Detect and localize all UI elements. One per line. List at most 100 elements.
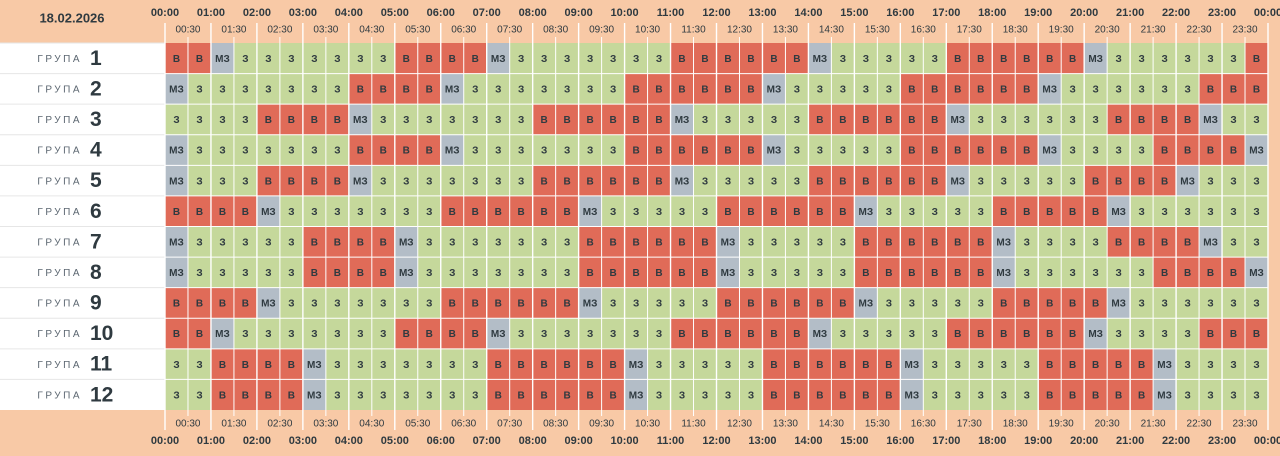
cell xyxy=(417,195,441,227)
cell xyxy=(831,43,855,74)
cell xyxy=(325,348,349,380)
cell xyxy=(325,226,349,258)
cell-label: З xyxy=(932,207,938,218)
cell-label: З xyxy=(978,360,984,371)
cell xyxy=(969,134,993,166)
cell xyxy=(624,379,648,410)
cell-label: В xyxy=(449,329,456,340)
cell-label: З xyxy=(909,299,915,310)
cell-label: З xyxy=(587,54,593,65)
cell xyxy=(187,165,211,196)
cell xyxy=(808,104,832,135)
cell xyxy=(1153,73,1177,105)
cell xyxy=(417,318,441,349)
cell-label: З xyxy=(1093,115,1099,126)
cell-label: З xyxy=(955,390,961,401)
cell xyxy=(693,104,717,135)
cell-label: З xyxy=(587,146,593,157)
cell xyxy=(900,43,924,74)
cell-label: В xyxy=(449,207,456,218)
hour-label: 07:00 xyxy=(473,435,501,447)
cell-label: В xyxy=(1023,54,1030,65)
cell xyxy=(348,104,372,135)
cell xyxy=(647,348,671,380)
cell-label: З xyxy=(817,85,823,96)
cell xyxy=(509,165,533,196)
cell xyxy=(624,348,648,380)
cell-label: В xyxy=(1046,207,1053,218)
cell xyxy=(348,379,372,410)
hour-label: 06:00 xyxy=(427,435,455,447)
cell xyxy=(1107,257,1131,288)
cell xyxy=(808,287,832,319)
cell xyxy=(210,226,234,258)
cell xyxy=(210,165,234,196)
cell-label: В xyxy=(1023,299,1030,310)
hour-label: 00:00 xyxy=(1254,435,1280,447)
cell-label: В xyxy=(1207,268,1214,279)
cell-label: В xyxy=(1069,360,1076,371)
cell xyxy=(1199,287,1223,319)
cell-label: З xyxy=(564,146,570,157)
cell-label: В xyxy=(1161,268,1168,279)
cell-label: В xyxy=(609,268,616,279)
cell-label: В xyxy=(564,115,571,126)
cell-label: З xyxy=(334,85,340,96)
cell-label: З xyxy=(219,176,225,187)
cell xyxy=(187,43,211,74)
cell xyxy=(302,165,326,196)
cell-label: В xyxy=(885,176,892,187)
cell-label: В xyxy=(862,237,869,248)
cell-label: В xyxy=(839,360,846,371)
group-label: ГРУПА xyxy=(37,207,82,218)
cell xyxy=(831,379,855,410)
half-hour-label: 12:30 xyxy=(727,419,752,430)
cell-label: В xyxy=(747,54,754,65)
cell-label: В xyxy=(1230,329,1237,340)
cell-label: З xyxy=(518,115,524,126)
cell-label: В xyxy=(1023,207,1030,218)
cell xyxy=(992,318,1016,349)
cell xyxy=(165,379,188,410)
cell-label: МЗ xyxy=(583,207,598,218)
cell xyxy=(165,134,188,166)
cell-label: З xyxy=(403,207,409,218)
cell-label: З xyxy=(334,299,340,310)
cell xyxy=(1038,165,1062,196)
cell xyxy=(555,379,579,410)
cell xyxy=(900,379,924,410)
cell xyxy=(1176,73,1200,105)
cell-label: В xyxy=(839,207,846,218)
cell xyxy=(1038,257,1062,288)
cell-label: З xyxy=(472,390,478,401)
cell xyxy=(371,43,395,74)
cell xyxy=(624,195,648,227)
half-hour-label: 01:30 xyxy=(221,419,246,430)
cell xyxy=(279,195,303,227)
cell-label: В xyxy=(655,146,662,157)
cell-label: З xyxy=(449,176,455,187)
cell xyxy=(371,73,395,105)
cell xyxy=(532,134,556,166)
cell xyxy=(325,257,349,288)
cell-label: З xyxy=(472,176,478,187)
cell-label: В xyxy=(357,237,364,248)
cell-label: З xyxy=(403,115,409,126)
hour-label: 11:00 xyxy=(657,7,685,19)
hour-label: 18:00 xyxy=(978,435,1006,447)
cell-label: В xyxy=(541,115,548,126)
cell-label: В xyxy=(265,390,272,401)
group-label: ГРУПА xyxy=(37,237,82,248)
cell xyxy=(1107,73,1131,105)
cell-label: З xyxy=(196,390,202,401)
cell xyxy=(1222,73,1246,105)
cell-label: З xyxy=(771,268,777,279)
cell xyxy=(279,257,303,288)
cell xyxy=(1061,287,1085,319)
cell-label: В xyxy=(770,360,777,371)
cell xyxy=(1176,43,1200,74)
cell xyxy=(785,379,809,410)
cell-label: В xyxy=(701,329,708,340)
cell xyxy=(1153,318,1177,349)
